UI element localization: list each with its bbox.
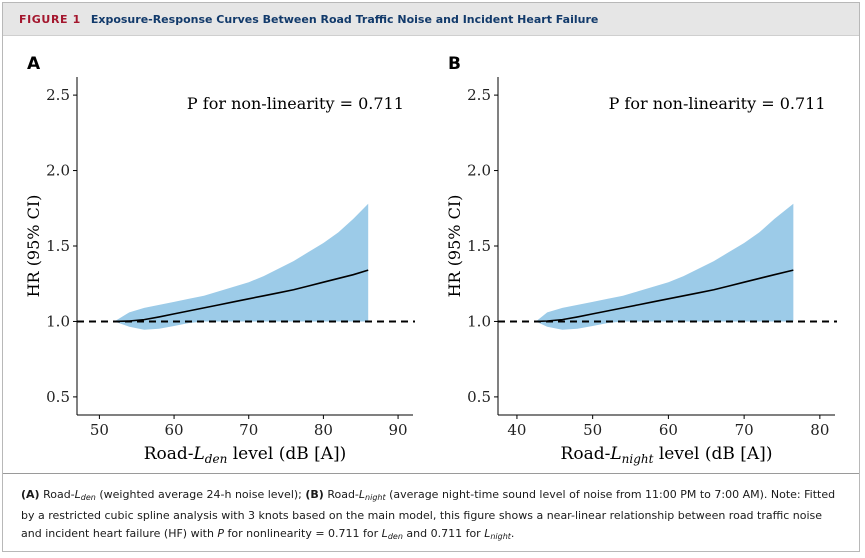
- y-axis-label: HR (95% CI): [24, 195, 43, 298]
- hr-line: [535, 269, 794, 323]
- caption-p-text: for nonlinearity = 0.711 for: [224, 527, 382, 540]
- figure-header: FIGURE 1 Exposure-Response Curves Betwee…: [3, 3, 859, 36]
- y-tick-label: 1.0: [467, 312, 491, 330]
- x-axis-label-var: L: [609, 444, 621, 464]
- x-axis-label-sub: den: [205, 452, 228, 466]
- figure-frame: FIGURE 1 Exposure-Response Curves Betwee…: [2, 2, 860, 552]
- x-axis-label: Road-Lnight level (dB [A]): [561, 444, 773, 466]
- caption-l1-var: L: [381, 527, 388, 540]
- y-tick-label: 0.5: [467, 388, 491, 406]
- x-tick-label: 50: [90, 421, 109, 439]
- y-tick-label: 1.5: [467, 237, 491, 255]
- caption-l2-sub: night: [490, 532, 511, 541]
- x-tick-label: 90: [389, 421, 408, 439]
- x-axis-label-suffix: level (dB [A]): [227, 444, 346, 464]
- x-tick-label: 60: [165, 421, 184, 439]
- confidence-band: [114, 203, 369, 330]
- x-axis-label-prefix: Road-: [144, 444, 194, 464]
- nonlinearity-annotation: P for non-linearity = 0.711: [609, 94, 826, 113]
- caption-p-var: P: [217, 527, 225, 540]
- y-tick-label: 2.5: [46, 86, 70, 104]
- y-tick-label: 0.5: [46, 388, 70, 406]
- x-axis-label-prefix: Road-: [561, 444, 611, 464]
- x-tick-label: 80: [314, 421, 333, 439]
- figure-title: Exposure-Response Curves Between Road Tr…: [90, 12, 599, 26]
- caption-a-text: (weighted average 24-h noise level);: [95, 488, 306, 501]
- caption-b-text: (average night-time sound level of noise…: [21, 488, 836, 540]
- x-axis-label-suffix: level (dB [A]): [653, 444, 772, 464]
- caption-a-label: (A): [21, 488, 40, 501]
- y-axis-label: HR (95% CI): [445, 195, 464, 298]
- x-axis-label: Road-Lden level (dB [A]): [144, 444, 347, 466]
- caption-a-sub: den: [80, 493, 96, 502]
- x-axis-label-var: L: [192, 444, 204, 464]
- caption-l2-var: L: [484, 527, 491, 540]
- plots-area: A 0.5 1.0 1.5 2.0 2.5 50 60 70 80 90 P for non-line…: [24, 54, 837, 466]
- chart-panel-b: B 0.5 1.0 1.5 2.0 2.5 40 50 60 70 80 P for non-line…: [445, 54, 837, 466]
- caption-b-var: L: [358, 488, 366, 501]
- x-axis-label-sub: night: [622, 452, 654, 466]
- caption-l1-sub: den: [387, 532, 403, 541]
- x-tick-label: 60: [659, 421, 678, 439]
- nonlinearity-annotation: P for non-linearity = 0.711: [187, 94, 404, 113]
- x-tick-label: 70: [735, 421, 754, 439]
- y-tick-label: 1.5: [46, 237, 70, 255]
- figure-caption: (A) Road-Lden (weighted average 24-h noi…: [3, 473, 859, 551]
- x-tick-label: 80: [810, 421, 829, 439]
- caption-b-sub: night: [365, 493, 386, 502]
- y-tick-label: 2.5: [467, 86, 491, 104]
- chart-panel-a: A 0.5 1.0 1.5 2.0 2.5 50 60 70 80 90 P for non-line…: [24, 54, 415, 466]
- caption-end: .: [510, 527, 515, 540]
- panel-letter: A: [27, 54, 41, 74]
- y-tick-label: 2.0: [46, 162, 70, 180]
- hr-line: [114, 269, 369, 323]
- caption-a-var: L: [74, 488, 81, 501]
- caption-a-prefix: Road-: [43, 488, 75, 501]
- panel-letter: B: [448, 54, 461, 74]
- x-tick-label: 50: [583, 421, 602, 439]
- figure-label: FIGURE 1: [19, 12, 81, 26]
- caption-and-text: and 0.711 for: [402, 527, 485, 540]
- y-tick-label: 2.0: [467, 162, 491, 180]
- y-tick-label: 1.0: [46, 312, 70, 330]
- x-tick-label: 70: [239, 421, 258, 439]
- x-tick-label: 40: [507, 421, 526, 439]
- confidence-band: [535, 203, 794, 330]
- caption-b-prefix: Road-: [327, 488, 359, 501]
- caption-b-label: (B): [305, 488, 324, 501]
